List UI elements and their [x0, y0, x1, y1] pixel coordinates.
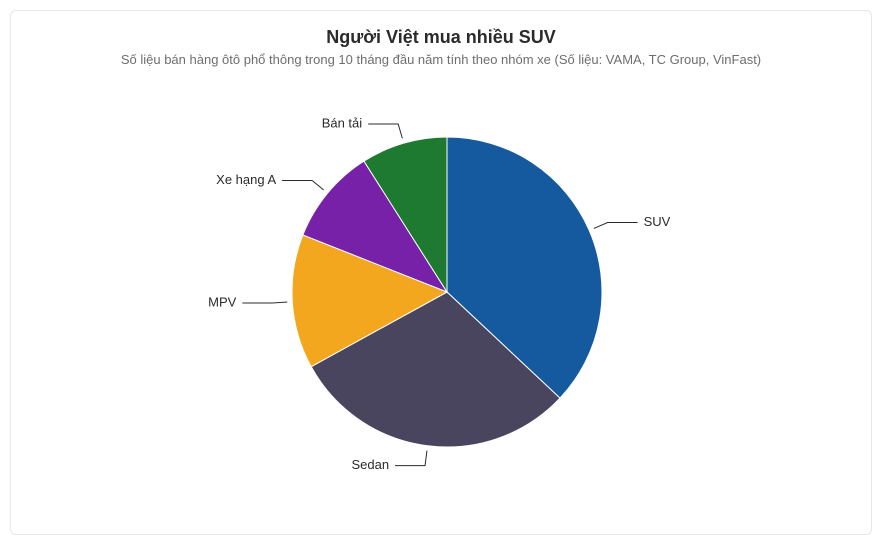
slice-label-sedan: Sedan	[351, 457, 389, 472]
pie-chart: SUV Sedan MPV Xe hạng A Bán tải	[27, 67, 855, 497]
pie-svg: SUV Sedan MPV Xe hạng A Bán tải	[27, 67, 857, 497]
leader-line	[282, 180, 324, 190]
slice-label-suv: SUV	[644, 214, 671, 229]
leader-line	[594, 222, 638, 228]
slice-label-mpv: MPV	[208, 294, 237, 309]
slice-label-xe-hạng-a: Xe hạng A	[216, 172, 276, 187]
chart-subtitle: Số liệu bán hàng ôtô phổ thông trong 10 …	[27, 52, 855, 67]
slice-label-bán-tải: Bán tải	[322, 115, 363, 130]
chart-card: Người Việt mua nhiều SUV Số liệu bán hàn…	[10, 10, 872, 535]
leader-line	[242, 302, 287, 303]
leader-line	[368, 124, 402, 138]
leader-line	[395, 451, 427, 466]
chart-title: Người Việt mua nhiều SUV	[27, 27, 855, 48]
